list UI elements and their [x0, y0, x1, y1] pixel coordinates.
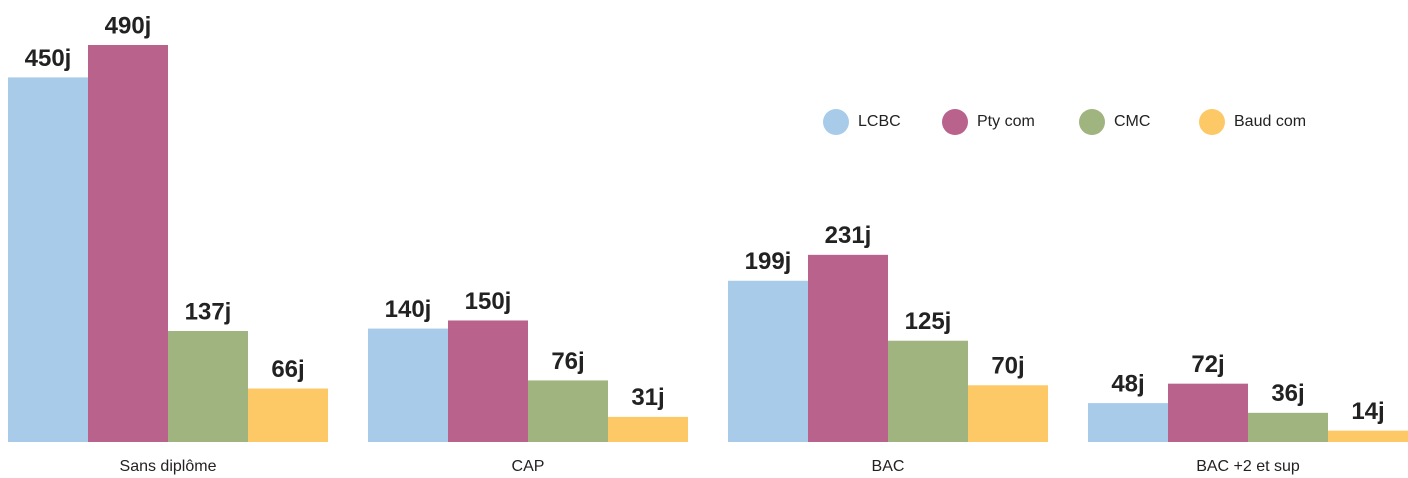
legend-label: CMC: [1114, 113, 1150, 130]
value-label: 36j: [1271, 380, 1304, 407]
value-label: 231j: [825, 222, 872, 249]
value-label: 137j: [185, 298, 232, 325]
value-label: 48j: [1111, 370, 1144, 397]
value-label: 31j: [631, 384, 664, 411]
bar: [88, 45, 168, 442]
x-tick-label: CAP: [512, 458, 545, 475]
bar: [1168, 383, 1248, 442]
bar: [1088, 403, 1168, 442]
x-tick-label: BAC +2 et sup: [1196, 458, 1300, 475]
bar: [1248, 412, 1328, 442]
bar: [368, 328, 448, 442]
value-label: 150j: [465, 288, 512, 315]
legend-swatch: [1199, 109, 1225, 135]
legend-swatch: [823, 109, 849, 135]
value-label: 125j: [905, 308, 952, 335]
bar: [8, 77, 88, 442]
value-label: 66j: [271, 356, 304, 383]
value-label: 70j: [991, 353, 1024, 380]
x-tick-label: Sans diplôme: [120, 458, 217, 475]
bar: [168, 331, 248, 442]
value-label: 450j: [25, 45, 72, 72]
bar: [728, 280, 808, 442]
bar: [528, 380, 608, 442]
bar: [968, 385, 1048, 442]
bar: [448, 320, 528, 442]
value-label: 76j: [551, 348, 584, 375]
bar: [808, 254, 888, 442]
value-label: 490j: [105, 12, 152, 39]
value-label: 199j: [745, 248, 792, 275]
legend-swatch: [1079, 109, 1105, 135]
x-tick-label: BAC: [872, 458, 905, 475]
bar: [1328, 430, 1408, 442]
bar: [608, 416, 688, 442]
bar: [248, 388, 328, 442]
value-label: 14j: [1351, 398, 1384, 425]
legend-label: Baud com: [1234, 113, 1306, 130]
legend-label: LCBC: [858, 113, 901, 130]
value-label: 72j: [1191, 351, 1224, 378]
legend-label: Pty com: [977, 113, 1035, 130]
value-label: 140j: [385, 296, 432, 323]
legend-swatch: [942, 109, 968, 135]
bar: [888, 340, 968, 442]
